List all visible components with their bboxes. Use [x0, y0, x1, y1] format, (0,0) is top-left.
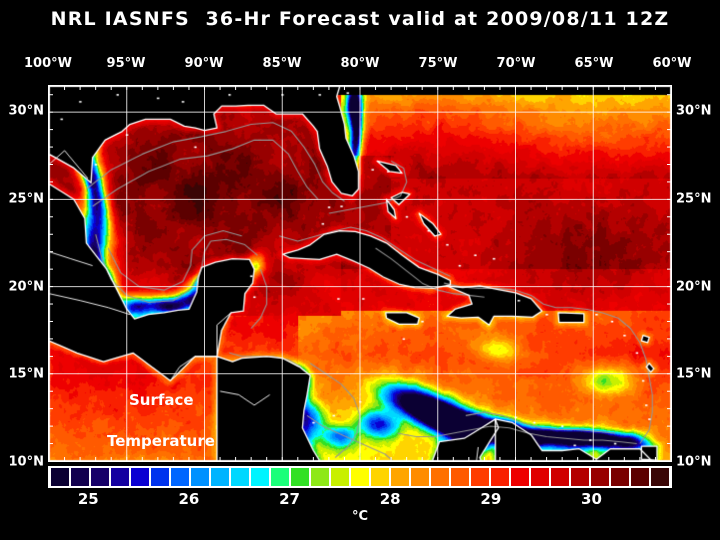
colorbar-cell-24	[530, 468, 550, 486]
latitude-label-left-20N: 20°N	[8, 279, 44, 295]
latitude-label-left-30N: 30°N	[8, 103, 44, 119]
page-title: NRL IASNFS 36-Hr Forecast valid at 2009/…	[50, 8, 670, 30]
colorbar-cell-11	[270, 468, 290, 486]
colorbar-tick-29: 29	[480, 490, 502, 508]
longitude-label-70W: 70°W	[496, 56, 536, 71]
latitude-label-right-15N: 15°N	[676, 366, 712, 382]
latitude-label-right-30N: 30°N	[676, 103, 712, 119]
longitude-label-65W: 65°W	[574, 56, 614, 71]
latitude-label-right-20N: 20°N	[676, 279, 712, 295]
colorbar-tick-28: 28	[379, 490, 401, 508]
longitude-label-75W: 75°W	[418, 56, 458, 71]
colorbar-cell-0	[50, 468, 70, 486]
temperature-colorbar[interactable]	[48, 466, 672, 488]
longitude-label-60W: 60°W	[652, 56, 692, 71]
colorbar-cell-22	[490, 468, 510, 486]
colorbar-cell-10	[250, 468, 270, 486]
colorbar-cell-9	[230, 468, 250, 486]
colorbar-tick-30: 30	[581, 490, 602, 508]
colorbar-cell-2	[90, 468, 110, 486]
colorbar-cell-29	[630, 468, 650, 486]
colorbar-cell-7	[190, 468, 210, 486]
latitude-label-right-10N: 10°N	[676, 454, 712, 470]
colorbar-tick-26: 26	[178, 490, 200, 508]
colorbar-cell-28	[610, 468, 630, 486]
latitude-label-right-25N: 25°N	[676, 191, 712, 207]
colorbar-cell-27	[590, 468, 610, 486]
colorbar-cell-18	[410, 468, 430, 486]
colorbar-cell-5	[150, 468, 170, 486]
longitude-label-95W: 95°W	[106, 56, 146, 71]
colorbar-cell-23	[510, 468, 530, 486]
longitude-label-90W: 90°W	[184, 56, 224, 71]
colorbar-cell-4	[130, 468, 150, 486]
colorbar-cell-1	[70, 468, 90, 486]
colorbar-cell-16	[370, 468, 390, 486]
colorbar-cell-3	[110, 468, 130, 486]
map-plot-area[interactable]: Surface Temperature	[48, 85, 672, 462]
latitude-label-left-15N: 15°N	[8, 366, 44, 382]
sst-field-canvas	[49, 86, 671, 461]
colorbar-cell-21	[470, 468, 490, 486]
colorbar-tick-25: 25	[77, 490, 99, 508]
longitude-label-80W: 80°W	[340, 56, 380, 71]
colorbar-cell-6	[170, 468, 190, 486]
colorbar-cell-13	[310, 468, 330, 486]
latitude-label-left-10N: 10°N	[8, 454, 44, 470]
colorbar-cell-15	[350, 468, 370, 486]
colorbar-cell-26	[570, 468, 590, 486]
colorbar-cell-14	[330, 468, 350, 486]
colorbar-cell-8	[210, 468, 230, 486]
longitude-label-100W: 100°W	[24, 56, 72, 71]
colorbar-cell-19	[430, 468, 450, 486]
colorbar-cell-25	[550, 468, 570, 486]
colorbar-cell-17	[390, 468, 410, 486]
latitude-label-left-25N: 25°N	[8, 191, 44, 207]
colorbar-tick-27: 27	[279, 490, 300, 508]
colorbar-unit-label: °C	[351, 509, 369, 524]
colorbar-cell-20	[450, 468, 470, 486]
colorbar-cell-12	[290, 468, 310, 486]
colorbar-cell-30	[650, 468, 670, 486]
longitude-label-85W: 85°W	[262, 56, 302, 71]
